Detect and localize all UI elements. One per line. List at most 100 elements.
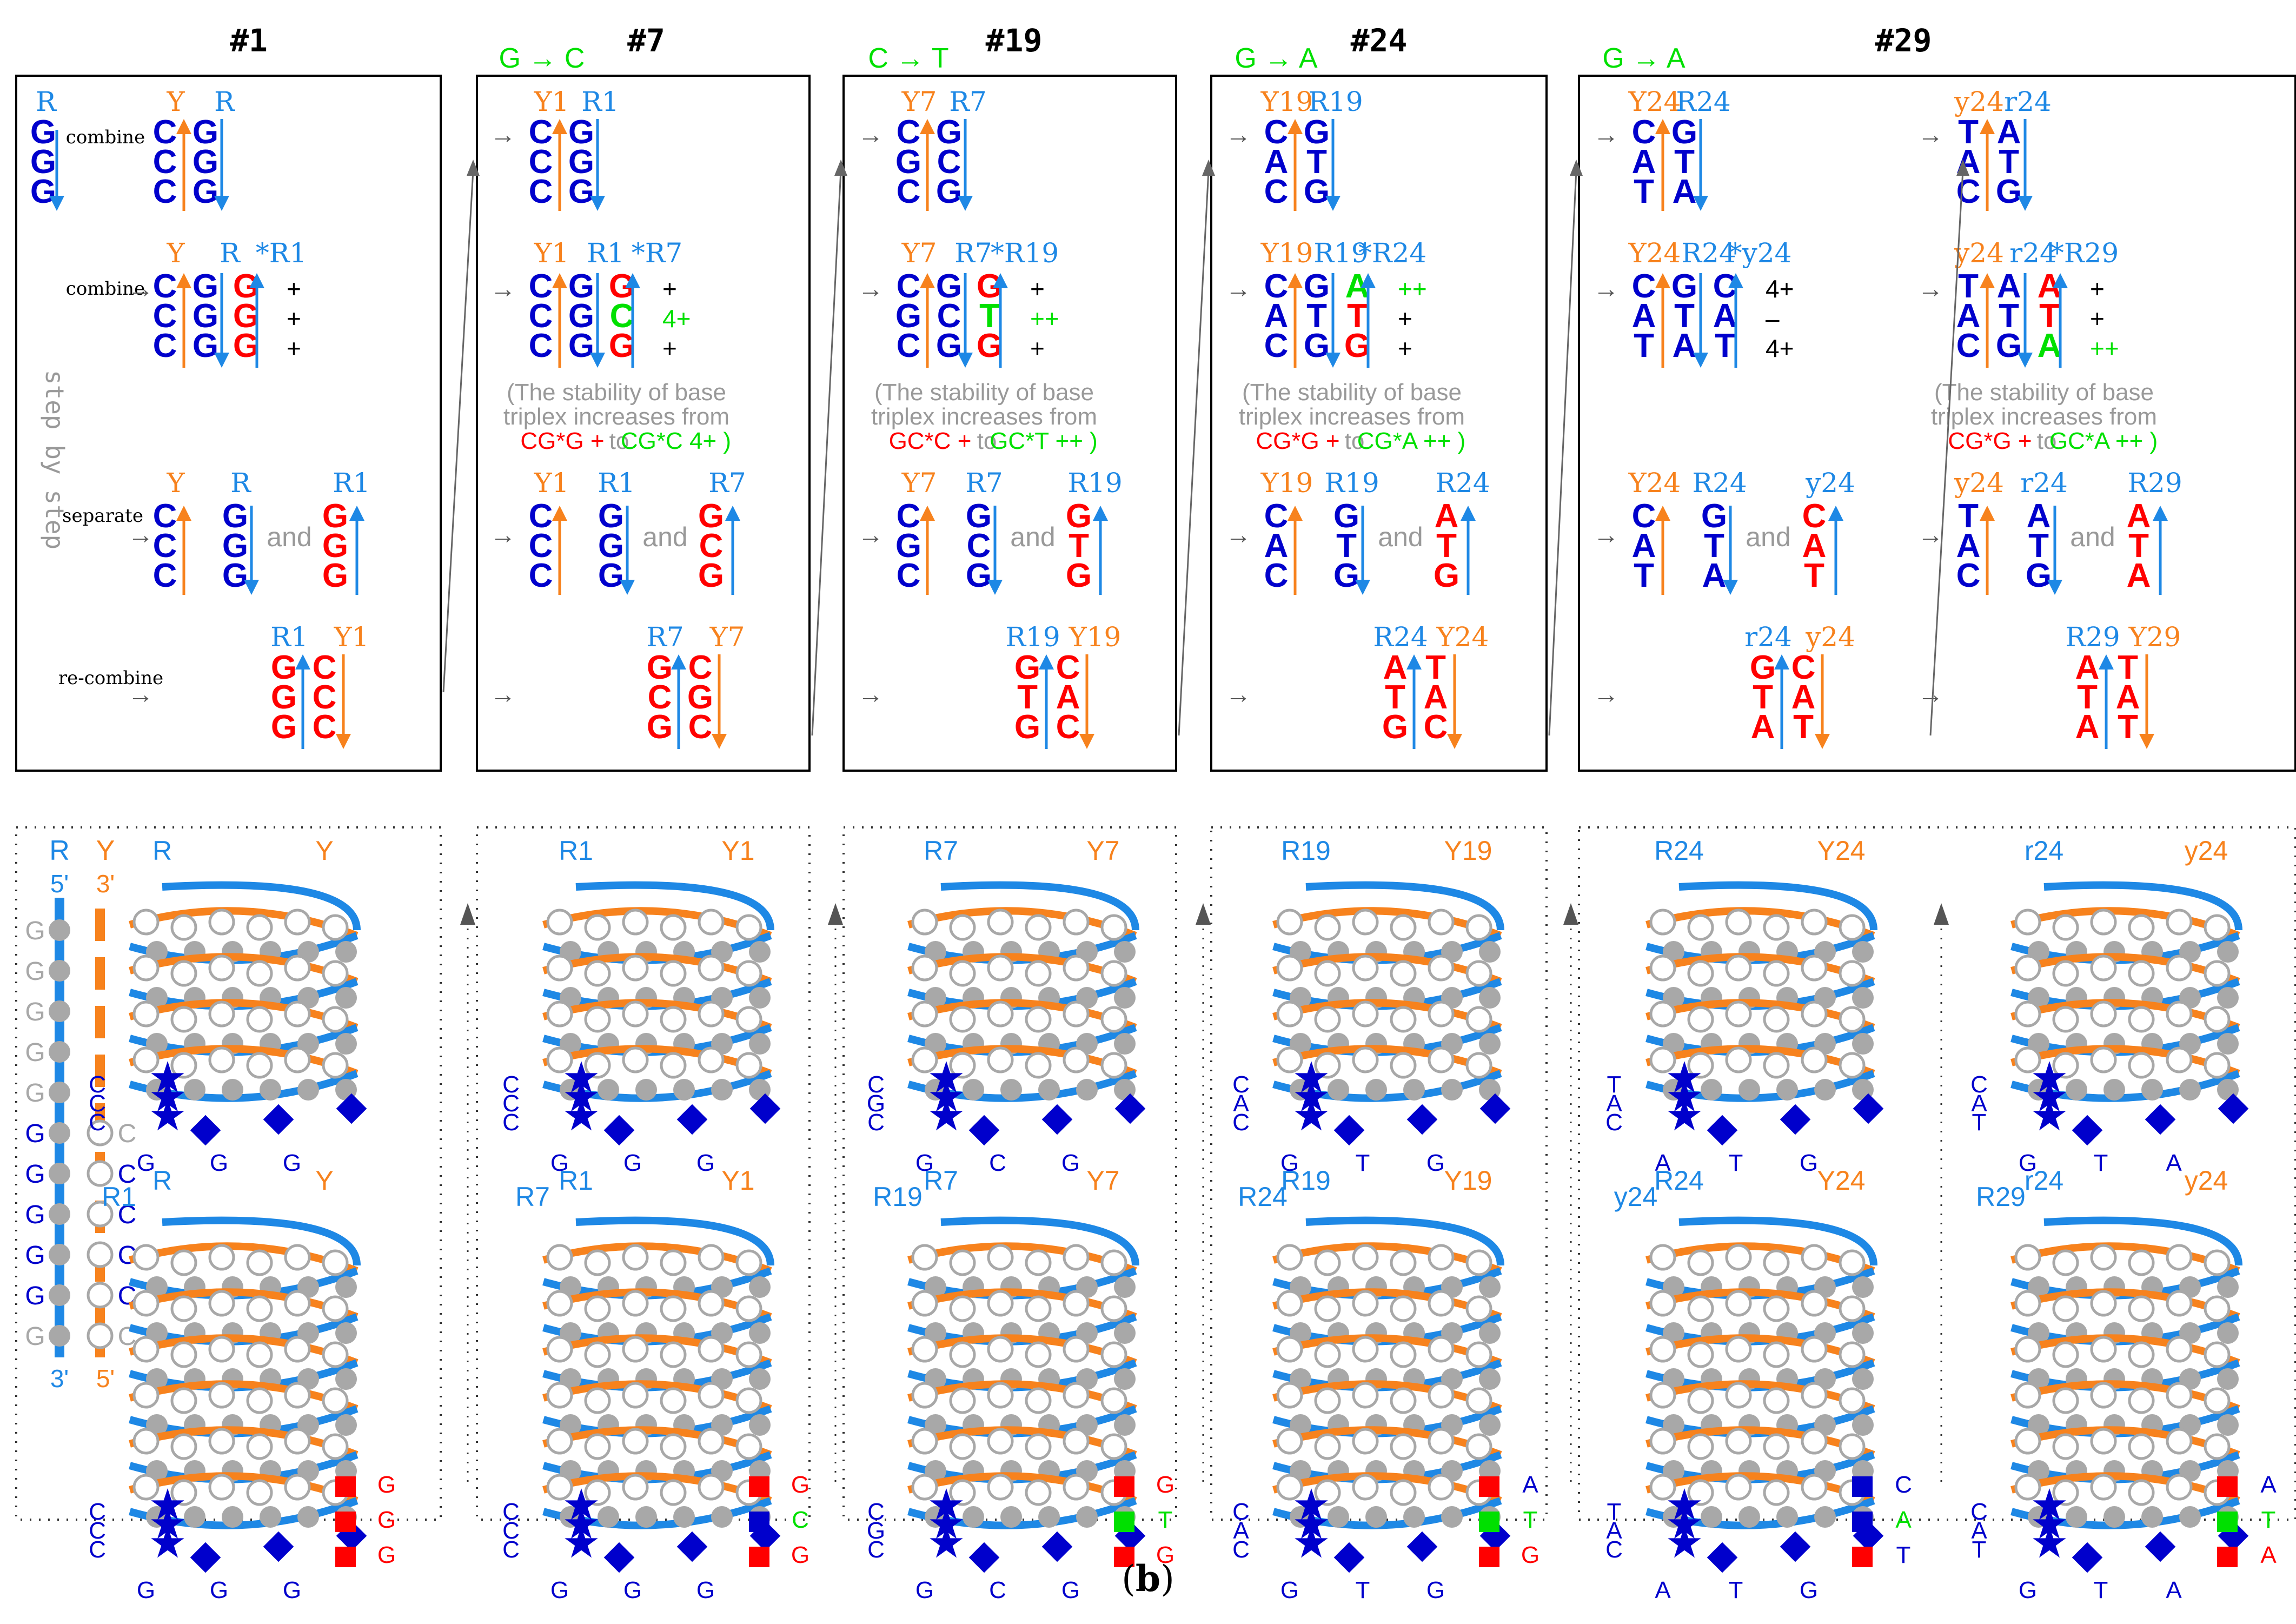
purine-bead [1479,1276,1501,1298]
purine-bead [297,1506,319,1528]
pyrimidine-bead [949,1433,976,1460]
helix-link-arrowhead [828,903,843,925]
pyrimidine-bead [284,1244,311,1271]
purine-bead [49,1082,70,1103]
purine-bead [1365,1506,1387,1528]
step-arrow: → [858,121,884,149]
purine-bead [1852,1414,1874,1436]
recomb-down-head [336,734,351,749]
sep-base: G [598,498,624,535]
star-base: T [1607,1499,1622,1525]
purine-base: G [25,1322,45,1351]
pyrimidine-bead [322,960,349,987]
square-icon [2217,1547,2238,1567]
sep-third-base: G [1066,557,1092,594]
pair-top-base: C [1956,173,1981,210]
pyrimidine-bead [1063,1474,1090,1501]
pyrimidine-bead [2166,1428,2193,1455]
pyrimidine-bead [1687,1295,1714,1322]
star-icon: ★ [148,1053,187,1102]
pyrimidine-bead [208,1046,235,1073]
triplex-base: G [568,297,594,335]
purine-bead [963,1079,984,1101]
pyrimidine-bead [546,1000,573,1028]
square-icon [1852,1512,1873,1532]
pyrimidine-bead [987,1244,1014,1271]
pyrimidine-bead [584,1006,611,1033]
star-base: A [1233,1090,1249,1117]
blue-coil [162,1216,361,1266]
pair-top-base: G [193,173,218,210]
pyrimidine-bead [1839,1052,1866,1079]
recomb-down-head [2139,734,2154,749]
pyrimidine-bead [1725,954,1752,982]
helix-third-label: R29 [1976,1182,2026,1212]
triplex-base: C [529,297,553,335]
pyrimidine-bead [1276,909,1303,936]
purine-bead [1852,1368,1874,1390]
pyrimidine-bead [322,1387,349,1414]
triplex-pur-label: R7 [954,237,992,269]
helix-pyrimidine-label: Y [315,1165,333,1196]
helix-third-label: R24 [1238,1182,1288,1212]
diamond-base: C [989,1577,1006,1603]
pyrimidine-bead [208,1000,235,1028]
purine-bead [1479,1033,1501,1055]
helix-pyrimidine-label: Y7 [1086,836,1119,866]
pyrimidine-bead [2014,909,2041,936]
recomb-up-head [1406,654,1422,670]
purine-bead [749,1368,771,1390]
star-base: C [1232,1109,1250,1136]
purine-bead [222,1079,243,1101]
helix-purine-label: R19 [1281,1165,1331,1196]
pyrimidine-bead [246,1006,273,1033]
pyrimidine-bead [949,1006,976,1033]
recomb-base: G [271,649,297,686]
pyrimidine-bead [546,1290,573,1317]
pair-top-right-label: R1 [581,86,619,117]
helix-third-label: R19 [873,1182,923,1212]
pyrimidine-bead [1276,1000,1303,1028]
triplex-pyr-label: Y [166,237,185,269]
pyrimidine-bead [584,1295,611,1322]
pyrimidine-bead [208,1474,235,1501]
triplex-third-base: T [979,297,1000,335]
purine-bead [2028,1506,2049,1528]
recomb-base: A [2075,708,2100,746]
pair-top-base: G [568,143,594,181]
purine-bead [598,1506,619,1528]
star-base: C [89,1090,106,1117]
pair-top-base: C [153,114,177,151]
pyrimidine-bead [1063,1244,1090,1271]
pyrimidine-bead [911,909,938,936]
purine-bead [560,1506,581,1528]
purine-bead [146,1079,168,1101]
sep-down-head [1355,580,1370,595]
pyrimidine-bead [2014,1474,2041,1501]
diamond-icon [1707,1115,1738,1146]
pyrimidine-bead [1390,1387,1417,1414]
pair-top-down-head [590,196,605,211]
pyrimidine-bead [1801,1336,1828,1363]
pyrimidine-bead [911,1046,938,1073]
panel-link-arrowhead [1570,160,1583,176]
square-base: G [377,1542,396,1568]
stability-mark: + [2090,304,2105,333]
pyrimidine-bead [1801,954,1828,982]
pyrimidine-bead [622,1290,649,1317]
sep-third-base: G [1434,557,1459,594]
panel-id: #24 [1351,22,1408,59]
base-g: G [30,143,56,181]
pyrimidine-bead [2014,1000,2041,1028]
pyrimidine-bead [1063,1046,1090,1073]
purine-bead [2217,941,2239,963]
pyrimidine-bead [1352,1336,1379,1363]
star-base: C [1970,1071,1988,1098]
helix-purine-label: R1 [559,1165,593,1196]
and-label: and [2070,522,2115,552]
pyrimidine-bead [1390,960,1417,987]
pair-top-base: A [1997,114,2021,151]
recomb-down-head [1079,734,1094,749]
pair-top-right-label: R24 [1676,86,1730,117]
pyrimidine-bead [622,909,649,936]
